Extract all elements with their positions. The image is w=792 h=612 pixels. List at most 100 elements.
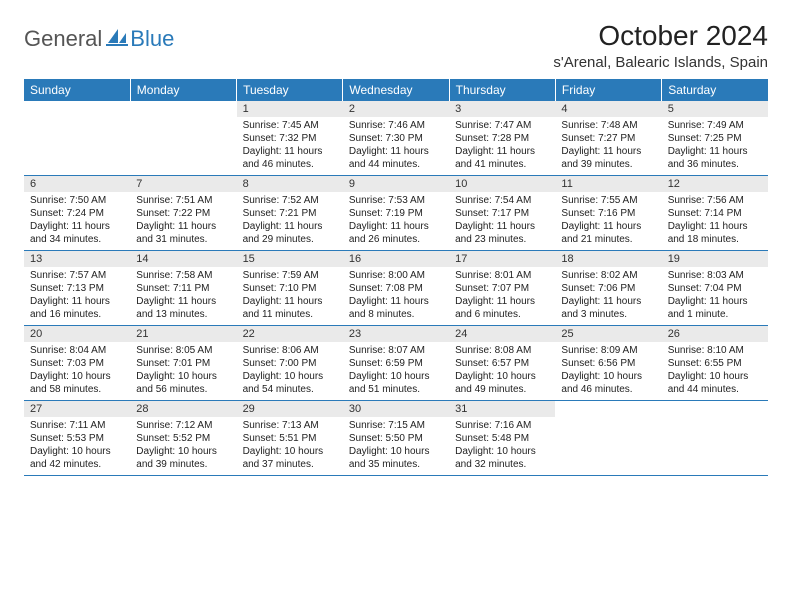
day-number: 7 — [130, 176, 236, 192]
calendar-cell: 18Sunrise: 8:02 AMSunset: 7:06 PMDayligh… — [555, 251, 661, 326]
calendar-cell: 1Sunrise: 7:45 AMSunset: 7:32 PMDaylight… — [237, 101, 343, 176]
daylight-text: Daylight: 10 hours — [349, 445, 443, 458]
calendar-cell: 31Sunrise: 7:16 AMSunset: 5:48 PMDayligh… — [449, 401, 555, 476]
day-number: 26 — [662, 326, 768, 342]
sunrise-text: Sunrise: 7:58 AM — [136, 269, 230, 282]
sunset-text: Sunset: 5:50 PM — [349, 432, 443, 445]
calendar-table: SundayMondayTuesdayWednesdayThursdayFrid… — [24, 79, 768, 476]
daylight-text: and 1 minute. — [668, 308, 762, 321]
day-number: 23 — [343, 326, 449, 342]
day-details: Sunrise: 7:55 AMSunset: 7:16 PMDaylight:… — [555, 192, 661, 250]
daylight-text: and 35 minutes. — [349, 458, 443, 471]
sunset-text: Sunset: 7:10 PM — [243, 282, 337, 295]
sunrise-text: Sunrise: 8:08 AM — [455, 344, 549, 357]
day-details: Sunrise: 7:50 AMSunset: 7:24 PMDaylight:… — [24, 192, 130, 250]
day-number: 27 — [24, 401, 130, 417]
day-details: Sunrise: 8:06 AMSunset: 7:00 PMDaylight:… — [237, 342, 343, 400]
day-details: Sunrise: 8:04 AMSunset: 7:03 PMDaylight:… — [24, 342, 130, 400]
calendar-cell: .. — [662, 401, 768, 476]
daylight-text: Daylight: 11 hours — [243, 295, 337, 308]
day-number: 17 — [449, 251, 555, 267]
sunrise-text: Sunrise: 7:15 AM — [349, 419, 443, 432]
daylight-text: and 29 minutes. — [243, 233, 337, 246]
daylight-text: Daylight: 10 hours — [243, 370, 337, 383]
sunrise-text: Sunrise: 7:57 AM — [30, 269, 124, 282]
day-details: Sunrise: 8:09 AMSunset: 6:56 PMDaylight:… — [555, 342, 661, 400]
sunrise-text: Sunrise: 8:02 AM — [561, 269, 655, 282]
daylight-text: and 54 minutes. — [243, 383, 337, 396]
sunset-text: Sunset: 7:04 PM — [668, 282, 762, 295]
day-details: Sunrise: 7:16 AMSunset: 5:48 PMDaylight:… — [449, 417, 555, 475]
day-number: 11 — [555, 176, 661, 192]
daylight-text: and 56 minutes. — [136, 383, 230, 396]
day-number: 5 — [662, 101, 768, 117]
day-number: 30 — [343, 401, 449, 417]
daylight-text: Daylight: 10 hours — [455, 370, 549, 383]
daylight-text: and 8 minutes. — [349, 308, 443, 321]
daylight-text: and 36 minutes. — [668, 158, 762, 171]
calendar-cell: 19Sunrise: 8:03 AMSunset: 7:04 PMDayligh… — [662, 251, 768, 326]
daylight-text: Daylight: 11 hours — [349, 295, 443, 308]
daylight-text: Daylight: 11 hours — [561, 220, 655, 233]
daylight-text: Daylight: 11 hours — [136, 295, 230, 308]
sunset-text: Sunset: 5:52 PM — [136, 432, 230, 445]
daylight-text: and 3 minutes. — [561, 308, 655, 321]
calendar-cell: 24 Sunrise: 8:08 AMSunset: 6:57 PMDayligh… — [449, 326, 555, 401]
calendar-week-row: 13Sunrise: 7:57 AMSunset: 7:13 PMDayligh… — [24, 251, 768, 326]
sunrise-text: Sunrise: 7:12 AM — [136, 419, 230, 432]
sunrise-text: Sunrise: 7:13 AM — [243, 419, 337, 432]
sunrise-text: Sunrise: 7:53 AM — [349, 194, 443, 207]
day-details: Sunrise: 8:03 AMSunset: 7:04 PMDaylight:… — [662, 267, 768, 325]
sunset-text: Sunset: 7:19 PM — [349, 207, 443, 220]
daylight-text: Daylight: 11 hours — [455, 145, 549, 158]
calendar-week-row: 27Sunrise: 7:11 AMSunset: 5:53 PMDayligh… — [24, 401, 768, 476]
daylight-text: and 11 minutes. — [243, 308, 337, 321]
sunset-text: Sunset: 6:57 PM — [455, 357, 549, 370]
calendar-cell: 14Sunrise: 7:58 AMSunset: 7:11 PMDayligh… — [130, 251, 236, 326]
sunrise-text: Sunrise: 8:01 AM — [455, 269, 549, 282]
daylight-text: Daylight: 11 hours — [668, 220, 762, 233]
day-details: Sunrise: 7:51 AMSunset: 7:22 PMDaylight:… — [130, 192, 236, 250]
day-number: 18 — [555, 251, 661, 267]
daylight-text: Daylight: 10 hours — [349, 370, 443, 383]
weekday-header: Sunday — [24, 79, 130, 101]
day-number: 9 — [343, 176, 449, 192]
sunset-text: Sunset: 7:25 PM — [668, 132, 762, 145]
sunset-text: Sunset: 7:16 PM — [561, 207, 655, 220]
day-number: 12 — [662, 176, 768, 192]
day-details: Sunrise: 7:58 AMSunset: 7:11 PMDaylight:… — [130, 267, 236, 325]
day-number: 31 — [449, 401, 555, 417]
daylight-text: and 39 minutes. — [136, 458, 230, 471]
sunrise-text: Sunrise: 7:49 AM — [668, 119, 762, 132]
sunrise-text: Sunrise: 8:03 AM — [668, 269, 762, 282]
daylight-text: Daylight: 11 hours — [455, 220, 549, 233]
sunrise-text: Sunrise: 7:46 AM — [349, 119, 443, 132]
day-number: 19 — [662, 251, 768, 267]
calendar-cell: 16Sunrise: 8:00 AMSunset: 7:08 PMDayligh… — [343, 251, 449, 326]
day-number: 6 — [24, 176, 130, 192]
month-title: October 2024 — [553, 20, 768, 52]
calendar-cell: 7Sunrise: 7:51 AMSunset: 7:22 PMDaylight… — [130, 176, 236, 251]
calendar-cell: 12Sunrise: 7:56 AMSunset: 7:14 PMDayligh… — [662, 176, 768, 251]
day-details: Sunrise: 7:52 AMSunset: 7:21 PMDaylight:… — [237, 192, 343, 250]
weekday-header: Saturday — [662, 79, 768, 101]
logo-text-general: General — [24, 26, 102, 52]
weekday-header: Monday — [130, 79, 236, 101]
sunset-text: Sunset: 7:11 PM — [136, 282, 230, 295]
sunrise-text: Sunrise: 7:59 AM — [243, 269, 337, 282]
calendar-cell: 26Sunrise: 8:10 AMSunset: 6:55 PMDayligh… — [662, 326, 768, 401]
logo-sail-icon — [106, 27, 128, 52]
calendar-cell: .. — [24, 101, 130, 176]
day-number: 24 — [449, 326, 555, 342]
daylight-text: Daylight: 11 hours — [668, 295, 762, 308]
day-number: 29 — [237, 401, 343, 417]
day-details: Sunrise: 7:56 AMSunset: 7:14 PMDaylight:… — [662, 192, 768, 250]
sunrise-text: Sunrise: 8:04 AM — [30, 344, 124, 357]
calendar-cell: 5Sunrise: 7:49 AMSunset: 7:25 PMDaylight… — [662, 101, 768, 176]
weekday-header: Thursday — [449, 79, 555, 101]
daylight-text: and 58 minutes. — [30, 383, 124, 396]
sunrise-text: Sunrise: 7:52 AM — [243, 194, 337, 207]
sunset-text: Sunset: 7:06 PM — [561, 282, 655, 295]
sunrise-text: Sunrise: 7:55 AM — [561, 194, 655, 207]
calendar-cell: .. — [555, 401, 661, 476]
